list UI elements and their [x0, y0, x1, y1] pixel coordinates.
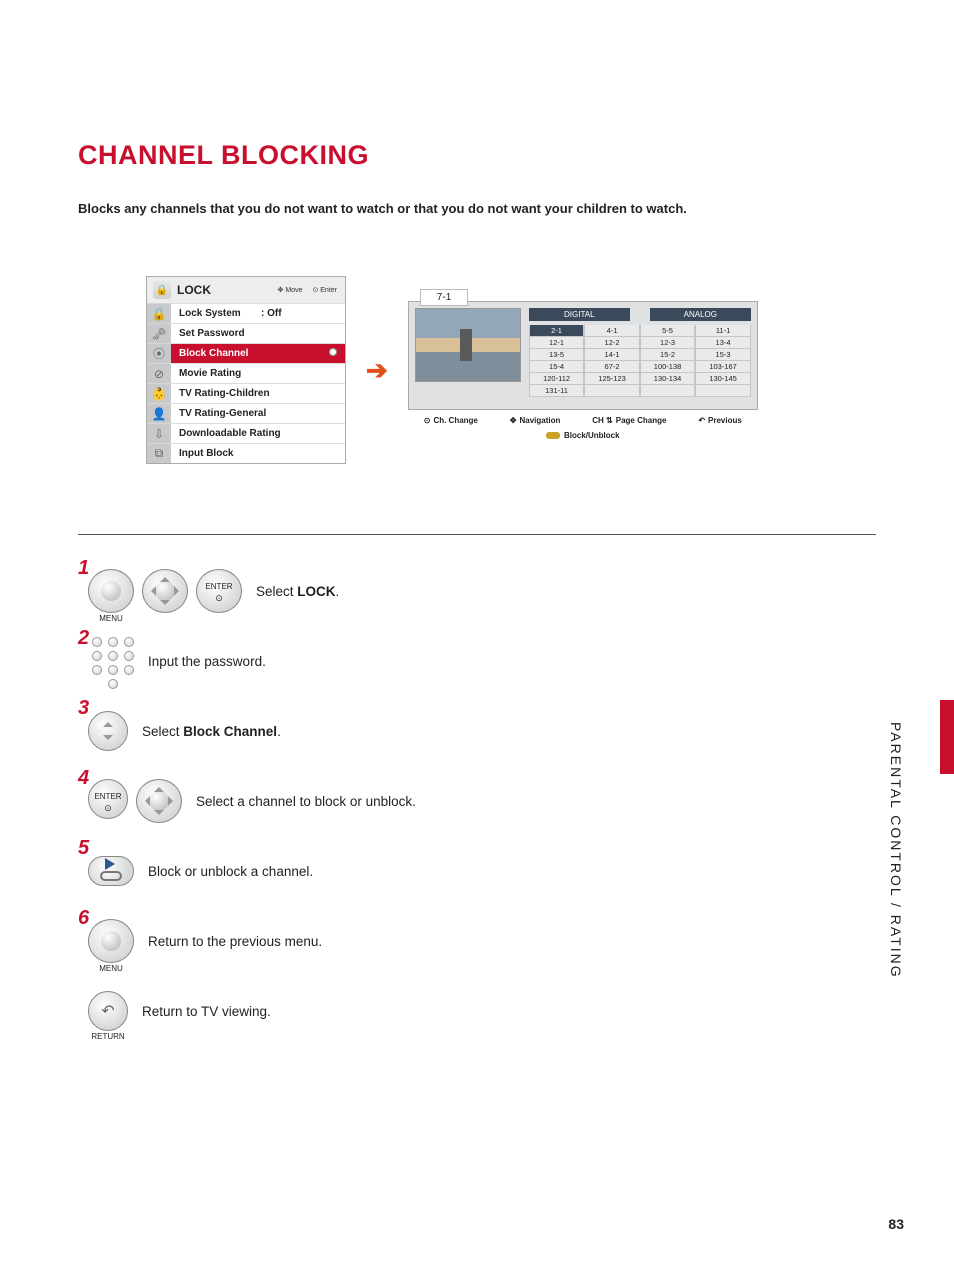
menu-item[interactable]: ⇩Downloadable Rating [147, 423, 345, 443]
menu-item-label: Block Channel [171, 343, 345, 363]
page-title: CHANNEL BLOCKING [78, 140, 876, 171]
enter-button-icon: ENTER⊙ [196, 569, 242, 613]
step-3: 3 Select Block Channel. [78, 705, 876, 757]
channel-cell[interactable]: 2-1 [529, 325, 585, 337]
steps: 1 MENU ENTER⊙ Select LOCK. 2 Input the p… [78, 565, 876, 1037]
numpad-icon [88, 637, 134, 685]
menu-item-label: TV Rating-Children [171, 383, 345, 403]
menu-item[interactable]: 🗝Set Password [147, 323, 345, 343]
analog-tab[interactable]: ANALOG [650, 308, 751, 321]
menu-item[interactable]: ⦿Block Channel [147, 343, 345, 363]
channel-preview: 7-1 [415, 308, 521, 382]
channel-cell[interactable] [695, 385, 751, 397]
channel-cell[interactable]: 130-145 [695, 373, 751, 385]
menu-item-icon: ⦿ [147, 343, 171, 363]
menu-item-label: Movie Rating [171, 363, 345, 383]
channel-cell[interactable]: 5-5 [640, 325, 696, 337]
step-2: 2 Input the password. [78, 635, 876, 687]
menu-item-icon: 👶 [147, 383, 171, 403]
menu-item-icon: ⇩ [147, 423, 171, 443]
menu-item-icon: ⧉ [147, 443, 171, 463]
channel-cell[interactable]: 15-4 [529, 361, 585, 373]
lock-menu: 🔒 LOCK ✥ Move ⊙ Enter 🔒Lock System: Off🗝… [146, 276, 346, 464]
step-6: 6 MENU Return to the previous menu. [78, 915, 876, 967]
play-button-icon [88, 856, 134, 886]
channel-cell[interactable]: 15-2 [640, 349, 696, 361]
nav-button-icon [142, 569, 188, 613]
return-button-icon: ↶RETURN [88, 991, 128, 1031]
channel-cell[interactable]: 103-167 [695, 361, 751, 373]
page-number: 83 [888, 1216, 904, 1232]
side-tab [940, 700, 954, 774]
menu-item[interactable]: 👶TV Rating-Children [147, 383, 345, 403]
channel-block-panel: 7-1 DIGITAL ANALOG 2-112-113-515-4120-11… [408, 301, 758, 440]
digital-tab[interactable]: DIGITAL [529, 308, 630, 321]
menu-item-label: TV Rating-General [171, 403, 345, 423]
step-number: 6 [78, 907, 89, 930]
nav-button-icon [136, 779, 182, 823]
menu-item-label: Lock System: Off [171, 303, 345, 323]
step-return: ↶RETURN Return to TV viewing. [78, 985, 876, 1037]
channel-cell[interactable]: 12-2 [584, 337, 640, 349]
legend-row: ⊙Ch. Change ✥Navigation CH ⇅Page Change … [408, 416, 758, 425]
menu-item-icon: 👤 [147, 403, 171, 423]
menu-item[interactable]: ⊘Movie Rating [147, 363, 345, 383]
menu-item-label: Downloadable Rating [171, 423, 345, 443]
channel-cell[interactable] [584, 385, 640, 397]
menu-button-icon: MENU [88, 569, 134, 613]
lead-text: Blocks any channels that you do not want… [78, 201, 876, 216]
channel-cell[interactable]: 131-11 [529, 385, 585, 397]
channel-cell[interactable]: 12-1 [529, 337, 585, 349]
menu-hints: ✥ Move ⊙ Enter [278, 286, 337, 294]
menu-item-icon: 🗝 [147, 323, 171, 343]
lock-menu-header: 🔒 LOCK ✥ Move ⊙ Enter [147, 277, 345, 303]
current-channel-number: 7-1 [420, 289, 468, 306]
step-number: 1 [78, 557, 89, 580]
step-number: 3 [78, 697, 89, 720]
updown-button-icon [88, 711, 128, 751]
channel-cell[interactable]: 13-4 [695, 337, 751, 349]
step-1: 1 MENU ENTER⊙ Select LOCK. [78, 565, 876, 617]
menu-item-icon: ⊘ [147, 363, 171, 383]
channel-cell[interactable]: 11-1 [695, 325, 751, 337]
menu-item[interactable]: 🔒Lock System: Off [147, 303, 345, 323]
menu-item-label: Set Password [171, 323, 345, 343]
channel-cell[interactable]: 130-134 [640, 373, 696, 385]
channel-cell[interactable]: 120-112 [529, 373, 585, 385]
divider [78, 534, 876, 535]
channel-cell[interactable]: 125-123 [584, 373, 640, 385]
arrow-right-icon: ➔ [366, 355, 388, 386]
enter-button-icon: ENTER⊙ [88, 779, 128, 819]
side-label: PARENTAL CONTROL / RATING [888, 722, 904, 979]
channel-cell[interactable]: 15-3 [695, 349, 751, 361]
menu-item[interactable]: ⧉Input Block [147, 443, 345, 463]
menu-item-label: Input Block [171, 443, 345, 463]
channel-cell[interactable]: 13-5 [529, 349, 585, 361]
lock-menu-title: LOCK [177, 283, 211, 297]
channel-cell[interactable]: 12-3 [640, 337, 696, 349]
channel-cell[interactable]: 14-1 [584, 349, 640, 361]
menu-item-icon: 🔒 [147, 303, 171, 323]
step-4: 4 ENTER⊙ Select a channel to block or un… [78, 775, 876, 827]
menu-item[interactable]: 👤TV Rating-General [147, 403, 345, 423]
channel-cell[interactable]: 67-2 [584, 361, 640, 373]
channel-cell[interactable] [640, 385, 696, 397]
step-number: 4 [78, 767, 89, 790]
channel-cell[interactable]: 4-1 [584, 325, 640, 337]
channel-cell[interactable]: 100-138 [640, 361, 696, 373]
lock-icon: 🔒 [153, 281, 171, 299]
step-number: 5 [78, 837, 89, 860]
legend-sub: Block/Unblock [408, 431, 758, 440]
step-5: 5 Block or unblock a channel. [78, 845, 876, 897]
menu-button-icon: MENU [88, 919, 134, 963]
